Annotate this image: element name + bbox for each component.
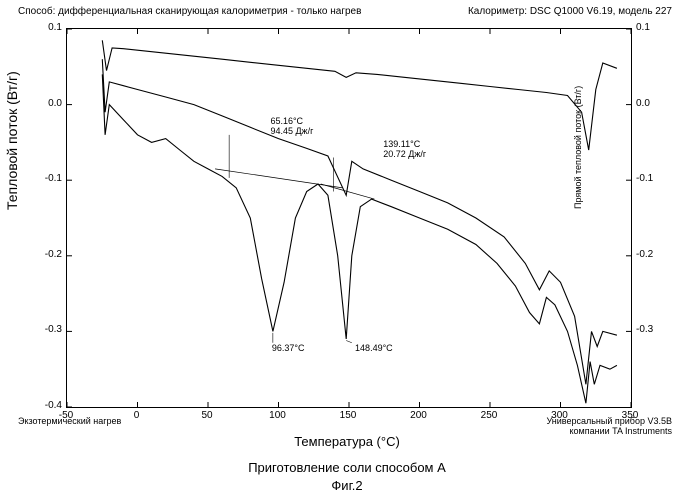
page-root: Способ: дифференциальная сканирующая кал…: [0, 0, 694, 500]
software-label: Универсальный прибор V3.5Bкомпании TA In…: [546, 416, 672, 437]
x-tick: 0: [122, 410, 152, 421]
x-tick: 250: [474, 410, 504, 421]
annotation: 96.37°C: [272, 344, 305, 354]
caption-line-1: Приготовление соли способом A: [0, 460, 694, 475]
annotation: Прямой тепловой поток (Вт/г): [574, 86, 584, 209]
annotation: 148.49°C: [355, 344, 393, 354]
method-label: Способ: дифференциальная сканирующая кал…: [18, 6, 361, 17]
y-axis-left-label: Тепловой поток (Вт/г): [4, 71, 20, 210]
y-right-tick: -0.3: [636, 324, 676, 335]
annotation: 65.16°C94.45 Дж/г: [270, 117, 313, 137]
plot-area: [66, 28, 632, 408]
dsc-curves: [67, 29, 631, 407]
exo-label: Экзотермический нагрев: [18, 416, 121, 426]
y-left-tick: -0.2: [22, 249, 62, 260]
x-tick: 150: [333, 410, 363, 421]
y-left-tick: 0.1: [22, 22, 62, 33]
x-tick: 50: [192, 410, 222, 421]
y-left-tick: -0.1: [22, 173, 62, 184]
instrument-label: Калориметр: DSC Q1000 V6.19, модель 227: [468, 6, 672, 17]
y-right-tick: 0.1: [636, 22, 676, 33]
y-right-tick: 0.0: [636, 98, 676, 109]
y-left-tick: -0.3: [22, 324, 62, 335]
caption-line-2: Фиг.2: [0, 478, 694, 493]
x-tick: 100: [263, 410, 293, 421]
y-right-tick: -0.1: [636, 173, 676, 184]
x-tick: 200: [404, 410, 434, 421]
annotation: 139.11°C20.72 Дж/г: [383, 140, 426, 160]
y-right-tick: -0.2: [636, 249, 676, 260]
y-left-tick: 0.0: [22, 98, 62, 109]
